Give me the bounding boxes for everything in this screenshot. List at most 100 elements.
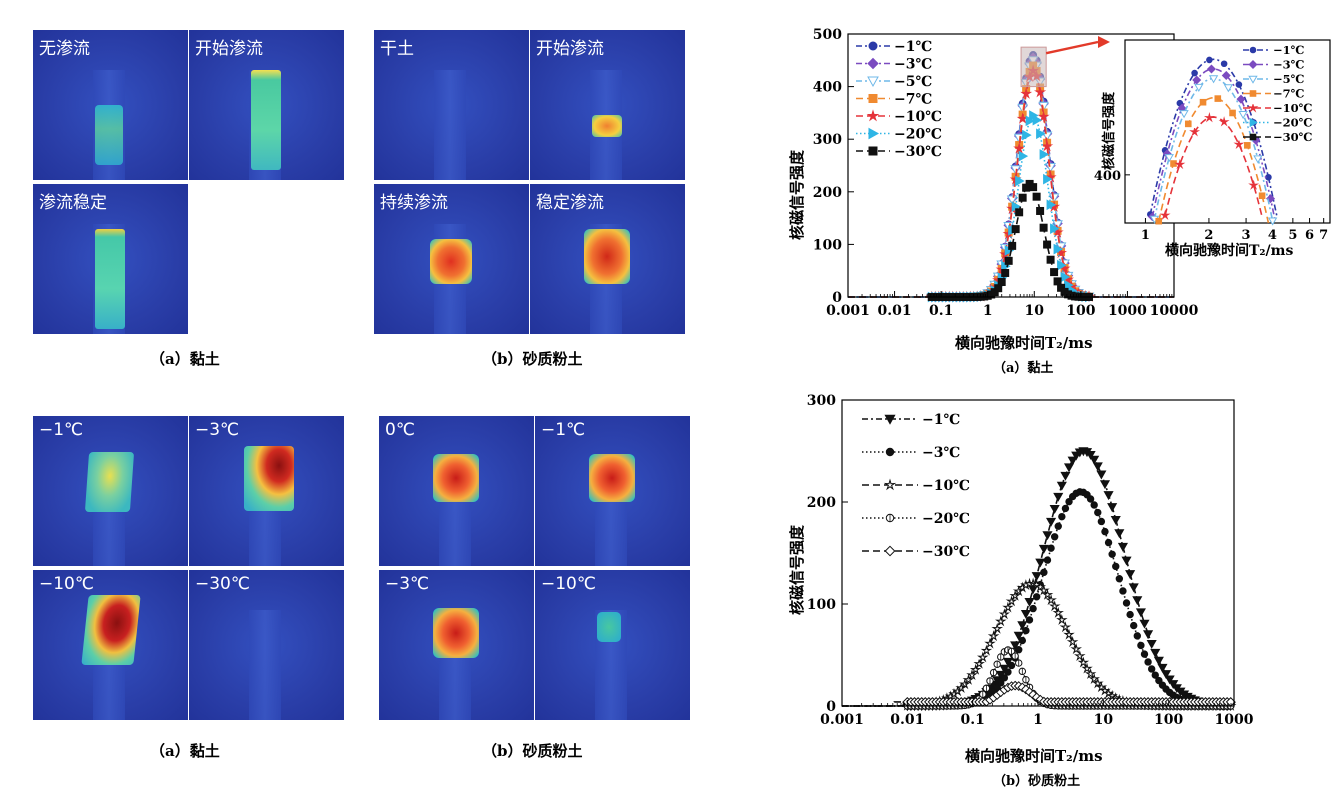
caption: （b）砂质粉土 bbox=[482, 350, 583, 368]
data-point bbox=[1029, 183, 1038, 192]
x-tick-label: 1 bbox=[983, 303, 993, 319]
x-tick-label: 1000 bbox=[1215, 712, 1254, 728]
inset-point bbox=[1236, 94, 1246, 104]
mri-tile: −30℃ bbox=[189, 570, 344, 720]
data-point bbox=[1061, 504, 1070, 513]
data-point bbox=[1018, 150, 1029, 162]
y-tick-label: 300 bbox=[807, 393, 836, 409]
data-point bbox=[1099, 480, 1111, 490]
data-point bbox=[1039, 149, 1050, 160]
data-point bbox=[1015, 175, 1025, 187]
data-point bbox=[1036, 128, 1046, 140]
data-point bbox=[1086, 495, 1095, 503]
inset-legend-label: −10℃ bbox=[1273, 101, 1313, 115]
data-point bbox=[1144, 658, 1152, 666]
data-point bbox=[1056, 481, 1067, 491]
inset-point bbox=[1248, 179, 1260, 190]
inset-point bbox=[1203, 111, 1215, 123]
mri-tile: 无渗流 bbox=[33, 30, 188, 180]
data-point bbox=[991, 622, 1004, 634]
inset-series-3 bbox=[1155, 95, 1270, 225]
data-point bbox=[1070, 643, 1082, 655]
data-point bbox=[1092, 677, 1104, 689]
data-point bbox=[1151, 671, 1159, 679]
data-point bbox=[1002, 657, 1014, 667]
data-point bbox=[1039, 223, 1048, 232]
inset-x-label: 横向驰豫时间T₂/ms bbox=[1165, 242, 1293, 259]
data-point bbox=[1040, 568, 1048, 577]
data-point bbox=[1056, 613, 1068, 625]
data-point bbox=[1115, 575, 1124, 583]
x-tick-label: 1 bbox=[1033, 712, 1043, 728]
tile-label: −30℃ bbox=[195, 574, 250, 594]
data-point bbox=[1112, 562, 1120, 571]
data-point bbox=[1022, 626, 1030, 635]
inset-point bbox=[1159, 209, 1171, 220]
data-point bbox=[1029, 604, 1037, 613]
x-tick-label: 0.1 bbox=[929, 303, 953, 319]
legend-marker bbox=[868, 41, 878, 51]
caption: （a）黏土 bbox=[150, 350, 220, 368]
data-point bbox=[1119, 587, 1127, 595]
inset-legend-marker bbox=[1248, 59, 1258, 70]
inset-legend-label: −3℃ bbox=[1273, 58, 1305, 72]
data-point bbox=[962, 673, 975, 685]
inset-point bbox=[1258, 192, 1266, 200]
data-point bbox=[1060, 471, 1071, 481]
data-point bbox=[1010, 641, 1021, 651]
data-point bbox=[1132, 596, 1143, 606]
legend-label: −1℃ bbox=[894, 39, 932, 55]
data-point bbox=[1103, 491, 1114, 501]
inset-legend-label: −1℃ bbox=[1273, 43, 1305, 57]
legend: −1℃ −3℃ −10℃ −20℃ −30℃ bbox=[862, 412, 970, 560]
data-point bbox=[1104, 538, 1113, 547]
inset-legend-marker bbox=[1248, 75, 1258, 84]
data-point bbox=[995, 615, 1007, 627]
data-point bbox=[1045, 163, 1056, 173]
legend-label: −10℃ bbox=[894, 109, 942, 125]
inset-legend-marker bbox=[1249, 46, 1257, 54]
x-tick-label: 1000 bbox=[1108, 303, 1147, 319]
mri-tile: −1℃ bbox=[33, 416, 188, 566]
inset-legend-label: −20℃ bbox=[1273, 116, 1313, 130]
data-point bbox=[1101, 527, 1109, 536]
inset-line bbox=[1157, 96, 1270, 224]
zoom-arrow bbox=[1045, 40, 1099, 55]
caption: （a）黏土 bbox=[993, 360, 1053, 376]
data-point bbox=[1053, 243, 1064, 255]
data-point bbox=[1032, 114, 1043, 126]
inset-point bbox=[1184, 120, 1192, 128]
data-point bbox=[1032, 192, 1041, 201]
inset-point bbox=[1192, 75, 1202, 85]
caption: （a）黏土 bbox=[150, 742, 220, 760]
legend-label: −30℃ bbox=[922, 544, 970, 560]
nmr-chart-clay: 0.001 0.01 0.1 1 10 100 1000 10000 0 100 200 300 400… bbox=[788, 27, 1331, 376]
data-point bbox=[1063, 628, 1075, 640]
data-point bbox=[1114, 529, 1125, 539]
data-point bbox=[1046, 199, 1057, 211]
data-point bbox=[1095, 681, 1108, 693]
tile-label: 0℃ bbox=[385, 420, 415, 440]
data-point bbox=[1121, 556, 1132, 566]
inset-point bbox=[1191, 69, 1198, 77]
data-point bbox=[1057, 259, 1067, 271]
data-point bbox=[1135, 608, 1146, 618]
mri-tile: 开始渗流 bbox=[189, 30, 344, 180]
legend-marker bbox=[868, 146, 878, 156]
legend-label: −20℃ bbox=[922, 511, 970, 527]
series-0 bbox=[842, 447, 1236, 712]
data-point bbox=[1122, 599, 1131, 607]
data-point bbox=[1139, 619, 1150, 629]
inset-point bbox=[1244, 142, 1251, 149]
data-point bbox=[1084, 668, 1097, 680]
inset-legend-marker bbox=[1249, 117, 1258, 128]
y-tick-label: 100 bbox=[807, 597, 836, 613]
tile-label: 干土 bbox=[380, 39, 414, 59]
x-tick-label: 10 bbox=[1025, 303, 1045, 319]
tile-label: −10℃ bbox=[541, 574, 596, 594]
tile-label: −3℃ bbox=[195, 420, 240, 440]
plot-frame bbox=[841, 399, 1235, 707]
x-tick-label: 100 bbox=[1154, 712, 1183, 728]
data-point bbox=[1085, 451, 1096, 460]
